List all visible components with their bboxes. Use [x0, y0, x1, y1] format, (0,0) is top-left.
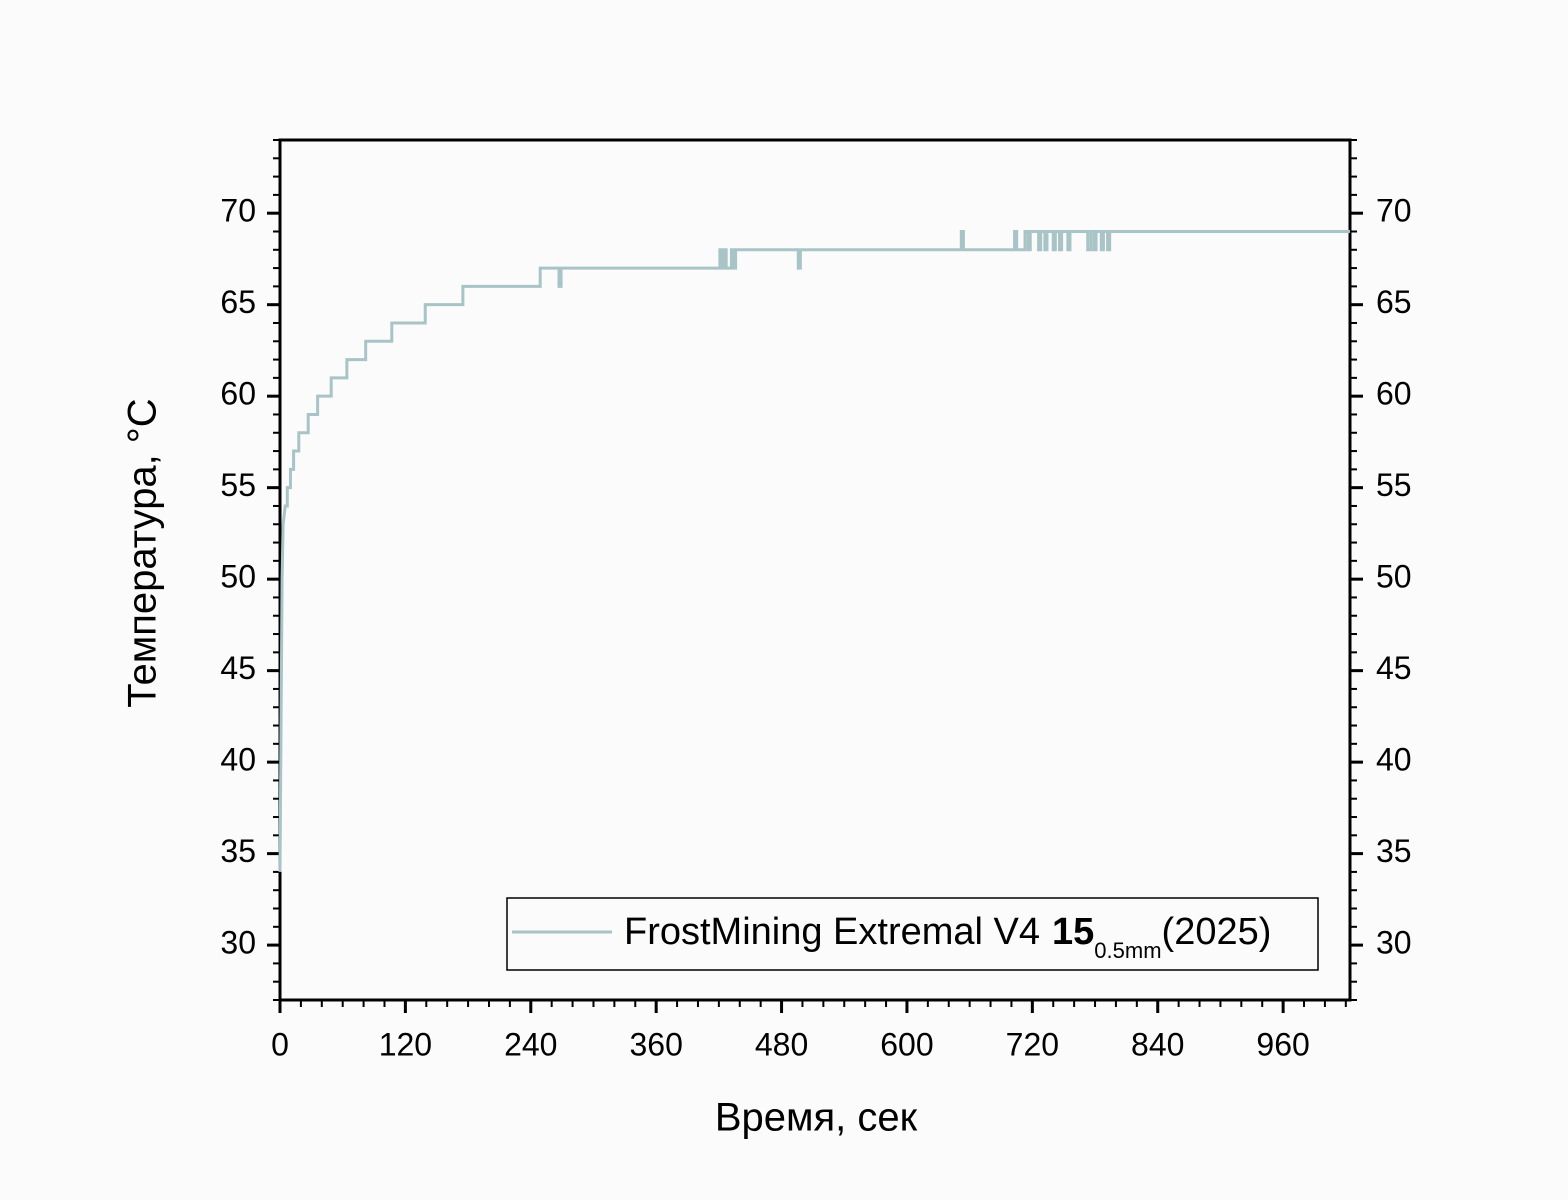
legend-label: FrostMining Extremal V4 150.5mm(2025) — [624, 911, 1271, 963]
x-tick-label: 120 — [379, 1026, 432, 1062]
y-tick-label: 45 — [220, 650, 256, 686]
y-tick-label: 70 — [220, 193, 256, 229]
y-tick-label: 30 — [220, 925, 256, 961]
data-line — [278, 229, 1350, 872]
x-tick-label: 240 — [504, 1026, 557, 1062]
y2-tick-label: 55 — [1376, 467, 1412, 503]
y-tick-label: 65 — [220, 284, 256, 320]
legend-name: FrostMining Extremal V4 — [624, 911, 1040, 953]
y2-tick-label: 35 — [1376, 833, 1412, 869]
plot-frame — [278, 138, 1352, 1002]
legend-name-bold: 15 — [1052, 911, 1094, 953]
y2-tick-label: 50 — [1376, 559, 1412, 595]
y2-tick-label: 65 — [1376, 284, 1412, 320]
x-tick-label: 840 — [1131, 1026, 1184, 1062]
y-axis-title: Температура, °C — [121, 398, 165, 707]
y-tick-label: 55 — [220, 467, 256, 503]
y2-tick-label: 45 — [1376, 650, 1412, 686]
y-tick-label: 40 — [220, 742, 256, 778]
y-tick-label: 50 — [220, 559, 256, 595]
y2-tick-label: 30 — [1376, 925, 1412, 961]
legend-box — [506, 897, 1319, 971]
y-tick-label: 60 — [220, 376, 256, 412]
x-tick-label: 0 — [271, 1026, 289, 1062]
legend-name-sub: 0.5mm — [1094, 938, 1161, 963]
y2-tick-label: 40 — [1376, 742, 1412, 778]
x-tick-label: 360 — [629, 1026, 682, 1062]
y-tick-label: 35 — [220, 833, 256, 869]
y2-tick-label: 70 — [1376, 193, 1412, 229]
x-tick-label: 600 — [880, 1026, 933, 1062]
x-axis-title: Время, сек — [715, 1096, 918, 1140]
y2-tick-label: 60 — [1376, 376, 1412, 412]
legend-name-suffix: (2025) — [1162, 911, 1272, 953]
x-tick-label: 480 — [755, 1026, 808, 1062]
x-tick-label: 720 — [1006, 1026, 1059, 1062]
x-tick-label: 960 — [1256, 1026, 1309, 1062]
